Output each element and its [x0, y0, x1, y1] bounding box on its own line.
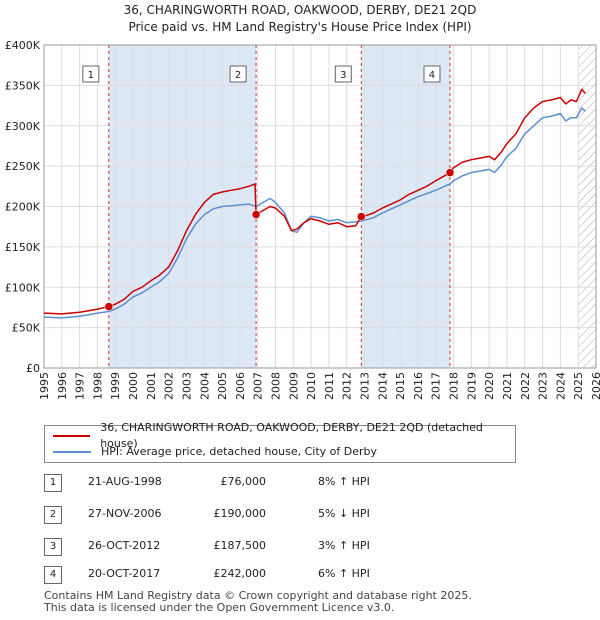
legend-item-property: 36, CHARINGWORTH ROAD, OAKWOOD, DERBY, D… — [53, 421, 515, 450]
transaction-date: 27-NOV-2006 — [88, 507, 162, 520]
marker-label-box — [82, 65, 100, 83]
x-tick-label: 2013 — [359, 372, 372, 400]
legend-swatch-hpi — [53, 451, 91, 453]
x-tick-label: 2006 — [234, 372, 247, 400]
y-tick-label: £250K — [5, 160, 41, 173]
x-tick-label: 2012 — [341, 372, 354, 400]
chart-title-line1: 36, CHARINGWORTH ROAD, OAKWOOD, DERBY, D… — [123, 3, 477, 17]
x-tick-label: 2003 — [180, 372, 193, 400]
marker-label: 4 — [429, 70, 435, 81]
marker-label: 3 — [340, 70, 346, 81]
transaction-date: 20-OCT-2017 — [88, 567, 161, 580]
transaction-price: £190,000 — [213, 507, 267, 520]
footer-licence: This data is licensed under the Open Gov… — [44, 601, 395, 614]
plot-border — [43, 44, 597, 369]
series-line-hpi — [43, 107, 586, 319]
marker-label-box — [423, 65, 441, 83]
transaction-date: 26-OCT-2012 — [88, 539, 161, 552]
transaction-number: 2 — [44, 506, 62, 524]
x-tick-label: 1999 — [109, 372, 122, 400]
x-tick-label: 2022 — [519, 372, 532, 400]
transaction-number: 4 — [44, 566, 62, 584]
transaction-date: 21-AUG-1998 — [88, 475, 162, 488]
x-tick-label: 2017 — [430, 372, 443, 400]
transaction-price: £242,000 — [213, 567, 267, 580]
legend: 36, CHARINGWORTH ROAD, OAKWOOD, DERBY, D… — [44, 421, 516, 463]
transaction-point — [445, 168, 455, 177]
y-tick-label: £0 — [26, 362, 40, 375]
marker-label: 2 — [235, 70, 241, 81]
x-tick-label: 1995 — [38, 372, 51, 400]
x-tick-label: 2020 — [483, 372, 496, 400]
legend-label-property: 36, CHARINGWORTH ROAD, OAKWOOD, DERBY, D… — [100, 421, 483, 450]
footer: Contains HM Land Registry data © Crown c… — [44, 590, 472, 614]
transaction-point — [251, 210, 261, 219]
y-tick-label: £400K — [5, 39, 41, 52]
transaction-hpi-diff: 8% ↑ HPI — [318, 475, 370, 488]
transaction-price: £187,500 — [213, 539, 267, 552]
transaction-hpi-diff: 3% ↑ HPI — [318, 539, 370, 552]
transaction-number: 3 — [44, 538, 62, 556]
marker-label-box — [334, 65, 352, 83]
series-line-property — [43, 88, 586, 315]
x-tick-label: 2026 — [590, 372, 600, 400]
price-chart: 1 2 3 4 £0 £50K £100K £150K £200K £250K £300K £350K… — [5, 39, 600, 400]
x-tick-label: 2009 — [287, 372, 300, 400]
x-tick-label: 2019 — [465, 372, 478, 400]
transaction-hpi-diff: 5% ↓ HPI — [318, 507, 370, 520]
x-tick-label: 2011 — [323, 372, 336, 400]
legend-swatch-property — [53, 435, 91, 437]
x-tick-label: 2023 — [537, 372, 550, 400]
y-tick-label: £100K — [5, 281, 41, 294]
legend-item-hpi: HPI: Average price, detached house, City… — [53, 444, 377, 460]
x-tick-label: 1998 — [91, 372, 104, 400]
x-tick-label: 2004 — [198, 372, 211, 400]
x-tick-label: 1996 — [56, 372, 69, 400]
y-tick-label: £350K — [5, 79, 41, 92]
x-tick-label: 2007 — [252, 372, 265, 400]
transaction-hpi-diff: 6% ↑ HPI — [318, 567, 370, 580]
x-tick-label: 1997 — [74, 372, 87, 400]
y-tick-label: £50K — [12, 322, 41, 335]
x-tick-label: 2018 — [448, 372, 461, 400]
footer-copyright: Contains HM Land Registry data © Crown c… — [44, 589, 472, 602]
x-tick-label: 2025 — [572, 372, 585, 400]
x-tick-label: 2021 — [501, 372, 514, 400]
x-tick-label: 2008 — [269, 372, 282, 400]
x-tick-label: 2002 — [163, 372, 176, 400]
y-tick-label: £300K — [5, 120, 41, 133]
legend-label-hpi: HPI: Average price, detached house, City… — [101, 445, 378, 458]
x-tick-label: 2014 — [376, 372, 389, 400]
y-tick-label: £200K — [5, 201, 41, 214]
transaction-point — [357, 212, 366, 221]
transaction-price: £76,000 — [220, 475, 267, 488]
marker-label: 1 — [88, 70, 94, 81]
transaction-number: 1 — [44, 474, 62, 492]
x-tick-label: 2001 — [145, 372, 158, 400]
x-tick-label: 2005 — [216, 372, 229, 400]
x-tick-label: 2024 — [554, 372, 567, 400]
x-tick-label: 2016 — [412, 372, 425, 400]
x-tick-label: 2010 — [305, 372, 318, 400]
transaction-point — [104, 302, 114, 311]
chart-title-line2: Price paid vs. HM Land Registry's House … — [128, 20, 472, 34]
x-tick-label: 2015 — [394, 372, 407, 400]
marker-label-box — [229, 65, 247, 83]
x-tick-label: 2000 — [127, 372, 140, 400]
y-tick-label: £150K — [5, 241, 41, 254]
